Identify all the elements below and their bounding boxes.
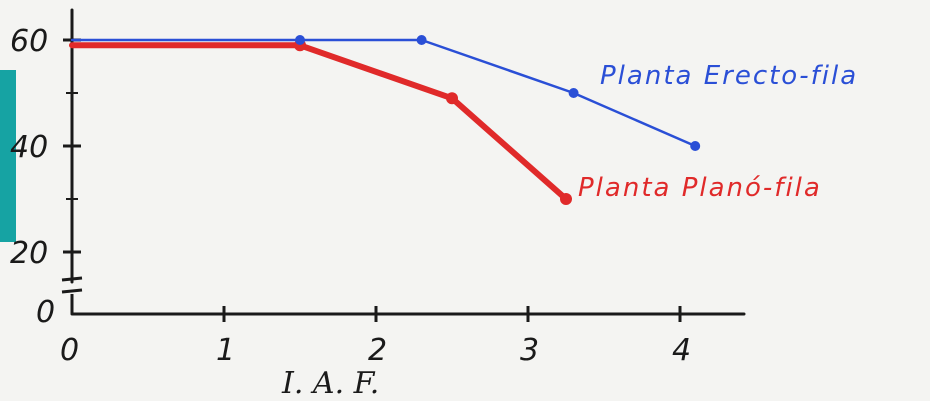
data-point xyxy=(446,92,458,105)
y-tick-label: 20 xyxy=(10,236,48,271)
series-line-1 xyxy=(69,42,569,202)
data-point xyxy=(560,193,572,205)
series-line-0 xyxy=(70,38,697,148)
series-points xyxy=(294,35,701,205)
data-point xyxy=(568,88,579,98)
y-tick-label: 40 xyxy=(10,130,48,165)
accent-bar xyxy=(0,70,16,242)
axis-break-mark xyxy=(61,276,83,282)
y-tick-label: 60 xyxy=(10,24,48,59)
x-tick-label: 1 xyxy=(216,333,235,368)
y-zero-label: 0 xyxy=(36,295,55,330)
x-axis-title: I. A. F. xyxy=(281,366,379,401)
x-tick-label: 2 xyxy=(368,333,387,368)
series-label-erectofila: Planta Erecto-fila xyxy=(600,61,858,91)
axis-break-mark xyxy=(61,288,83,294)
data-point xyxy=(295,35,305,45)
series-label-planofila: Planta Planó-fila xyxy=(578,173,822,203)
x-tick-label: 3 xyxy=(520,333,539,368)
tick-labels: 0 1 2 3 4 20 40 60 0 xyxy=(10,24,691,368)
x-tick-label: 0 xyxy=(60,333,79,368)
axes xyxy=(61,8,746,316)
x-tick-label: 4 xyxy=(672,333,691,368)
data-point xyxy=(416,35,427,45)
data-point xyxy=(690,141,701,151)
